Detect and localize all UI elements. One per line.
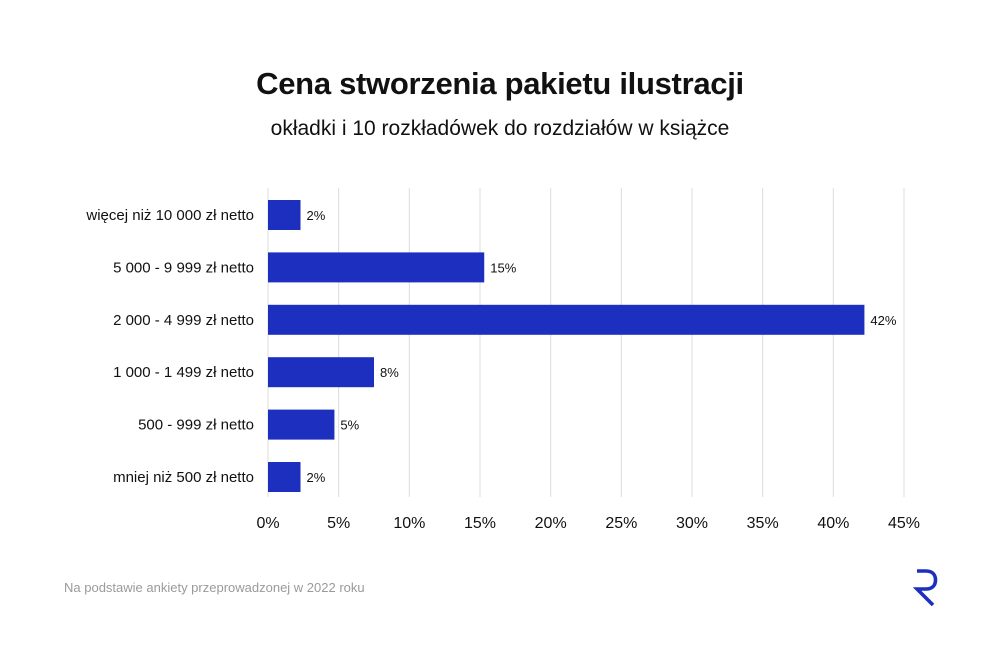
bar — [268, 357, 374, 388]
x-tick-label: 10% — [393, 515, 425, 532]
data-label: 2% — [307, 208, 326, 223]
bar — [268, 200, 301, 230]
brand-logo — [912, 568, 939, 613]
x-tick-label: 45% — [888, 515, 920, 532]
x-tick-label: 25% — [605, 515, 637, 532]
data-label: 5% — [340, 418, 359, 433]
chart-title: Cena stworzenia pakietu ilustracji — [256, 66, 744, 101]
x-tick-label: 5% — [327, 515, 350, 532]
x-tick-label: 0% — [256, 515, 279, 532]
category-label: 500 - 999 zł netto — [138, 417, 254, 434]
data-label: 8% — [380, 365, 399, 380]
category-label: mniej niż 500 zł netto — [113, 469, 254, 486]
letter-r-logo-icon — [912, 569, 938, 607]
data-label: 2% — [307, 470, 326, 485]
bar — [268, 462, 301, 492]
bar — [268, 252, 485, 283]
data-label: 42% — [870, 313, 896, 328]
bar — [268, 304, 865, 335]
x-tick-label: 40% — [817, 515, 849, 532]
footnote: Na podstawie ankiety przeprowadzonej w 2… — [64, 580, 365, 595]
bar — [268, 409, 335, 440]
category-label: 5 000 - 9 999 zł netto — [113, 259, 254, 276]
data-label: 15% — [490, 260, 516, 275]
category-label: więcej niż 10 000 zł netto — [85, 207, 254, 224]
category-label: 2 000 - 4 999 zł netto — [113, 312, 254, 329]
x-tick-label: 35% — [747, 515, 779, 532]
x-tick-label: 15% — [464, 515, 496, 532]
x-tick-label: 20% — [535, 515, 567, 532]
category-label: 1 000 - 1 499 zł netto — [113, 364, 254, 381]
x-tick-label: 30% — [676, 515, 708, 532]
chart-subtitle: okładki i 10 rozkładówek do rozdziałów w… — [270, 117, 730, 140]
